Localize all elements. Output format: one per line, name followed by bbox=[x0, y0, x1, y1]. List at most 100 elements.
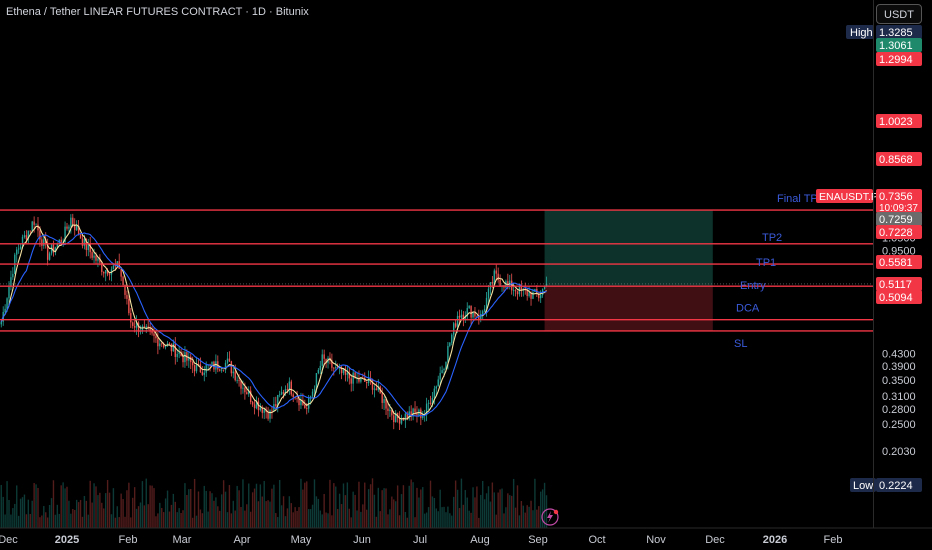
volume-bar bbox=[132, 497, 134, 528]
volume-bar bbox=[54, 514, 57, 528]
volume-bar bbox=[536, 509, 538, 528]
candle-body bbox=[197, 364, 200, 365]
volume-bar bbox=[329, 479, 331, 528]
candle-body bbox=[240, 380, 242, 389]
candle-body bbox=[429, 402, 432, 404]
candle-body bbox=[195, 364, 198, 372]
volume-bar bbox=[408, 485, 410, 528]
candle-body bbox=[236, 380, 238, 381]
volume-bar bbox=[31, 500, 33, 528]
candle-body bbox=[518, 285, 521, 295]
volume-bar bbox=[106, 480, 109, 528]
candle-body bbox=[497, 273, 499, 281]
candle-body bbox=[402, 418, 405, 421]
candle-body bbox=[222, 369, 225, 371]
ticker-label: ENAUSDT.P bbox=[819, 191, 878, 203]
volume-bar bbox=[545, 495, 548, 528]
candle-body bbox=[336, 366, 339, 368]
lightning-icon[interactable] bbox=[541, 508, 559, 526]
candle-body bbox=[485, 297, 488, 309]
volume-bar bbox=[116, 506, 118, 528]
volume-bar bbox=[433, 497, 436, 528]
candle-body bbox=[509, 280, 511, 285]
x-tick-label: Feb bbox=[824, 534, 843, 546]
candle-body bbox=[199, 364, 202, 373]
candle-body bbox=[261, 407, 263, 413]
volume-bar bbox=[509, 495, 511, 528]
y-tick-label: 0.3900 bbox=[882, 361, 916, 373]
candle-body bbox=[528, 292, 530, 297]
candle-body bbox=[360, 377, 362, 382]
volume-bar bbox=[352, 491, 354, 528]
candle-body bbox=[77, 225, 80, 235]
volume-bar bbox=[103, 508, 105, 528]
volume-bar bbox=[176, 512, 178, 528]
volume-bar bbox=[4, 514, 6, 528]
volume-bar bbox=[313, 479, 316, 528]
y-tick-label: 0.2030 bbox=[882, 446, 916, 458]
x-tick-label: 2026 bbox=[763, 534, 787, 546]
volume-bar bbox=[277, 517, 279, 528]
currency-button[interactable]: USDT bbox=[876, 4, 922, 24]
candle-body bbox=[103, 271, 105, 274]
candle-body bbox=[512, 290, 515, 291]
candle-body bbox=[8, 286, 10, 299]
volume-bar bbox=[464, 490, 467, 528]
volume-bar bbox=[304, 482, 306, 528]
volume-bar bbox=[336, 508, 339, 528]
volume-bar bbox=[77, 502, 80, 528]
loss-zone bbox=[544, 286, 713, 331]
candle-body bbox=[97, 258, 99, 261]
candle-body bbox=[532, 291, 534, 299]
candle-body bbox=[12, 273, 14, 278]
candle-body bbox=[29, 230, 31, 232]
candle-body bbox=[454, 323, 457, 327]
volume-bar bbox=[447, 506, 449, 528]
volume-bar bbox=[443, 506, 445, 528]
volume-bar bbox=[191, 517, 194, 528]
candle-body bbox=[224, 362, 227, 370]
volume-bar bbox=[58, 513, 60, 528]
volume-bar bbox=[319, 510, 321, 528]
volume-bar bbox=[143, 505, 146, 528]
volume-bar bbox=[306, 481, 308, 528]
candle-body bbox=[145, 326, 147, 328]
volume-bar bbox=[331, 515, 333, 528]
chart-title: Ethena / Tether LINEAR FUTURES CONTRACT … bbox=[6, 6, 309, 18]
volume-bar bbox=[139, 502, 142, 528]
volume-bar bbox=[29, 514, 31, 528]
volume-bar bbox=[95, 486, 97, 528]
candle-body bbox=[375, 388, 378, 391]
tp2-badge bbox=[876, 114, 922, 128]
volume-bar bbox=[220, 494, 223, 528]
candle-body bbox=[416, 412, 418, 416]
candle-body bbox=[267, 411, 269, 419]
volume-bar bbox=[201, 513, 204, 528]
tp2-badge-value: 1.0023 bbox=[879, 116, 913, 128]
volume-bar bbox=[180, 513, 182, 528]
volume-bar bbox=[427, 507, 430, 528]
volume-bar bbox=[367, 489, 370, 528]
candle-body bbox=[522, 288, 525, 290]
candle-body bbox=[365, 381, 368, 384]
volume-bars bbox=[0, 478, 548, 528]
candle-body bbox=[449, 342, 451, 346]
candle-body bbox=[470, 305, 472, 318]
volume-bar bbox=[354, 494, 356, 528]
volume-bar bbox=[493, 492, 496, 528]
volume-bar bbox=[25, 514, 28, 528]
volume-bar bbox=[79, 499, 82, 528]
moving-averages bbox=[0, 223, 547, 420]
volume-bar bbox=[520, 501, 523, 528]
level-lines: Final TP TP2 TP1 Entry DCA SL bbox=[0, 193, 873, 350]
candle-body bbox=[178, 352, 180, 354]
volume-bar bbox=[149, 485, 151, 528]
volume-bar bbox=[251, 492, 254, 528]
volume-bar bbox=[155, 516, 157, 528]
volume-bar bbox=[422, 487, 424, 528]
sl2-badge bbox=[876, 290, 922, 304]
time-axis[interactable]: Dec 2025 Feb Mar Apr May Jun Jul Aug Sep Oct Nov Dec… bbox=[0, 527, 932, 546]
price-axis[interactable]: 1.20001.05000.95000.43000.39000.35000.31… bbox=[882, 215, 916, 457]
candle-body bbox=[441, 370, 443, 373]
